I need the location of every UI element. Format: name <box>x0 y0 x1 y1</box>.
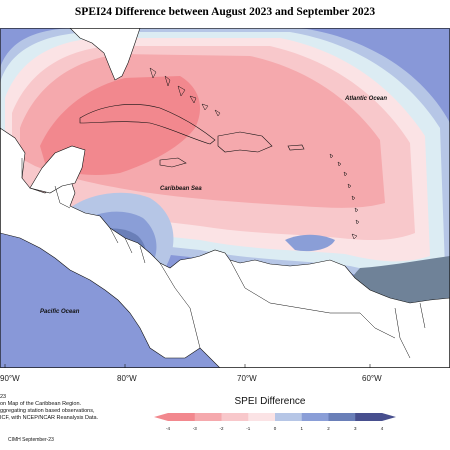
lon-label-90w: 90°W <box>0 374 20 383</box>
caribbean-map: Atlantic Ocean Caribbean Sea Pacific Oce… <box>0 28 450 368</box>
colorbar-segment <box>248 413 276 421</box>
colorbar-segment <box>275 413 303 421</box>
colorbar-segment <box>168 413 196 421</box>
colorbar-segment <box>221 413 249 421</box>
colorbar-segment <box>355 413 383 421</box>
land-hispaniola <box>217 131 273 153</box>
lon-label-60w: 60°W <box>362 374 382 383</box>
land-florida <box>69 28 141 81</box>
colorbar-segment <box>194 413 222 421</box>
legend-tick-label: -2 <box>219 426 224 431</box>
contour-venezuela-positive <box>285 234 335 252</box>
lon-label-80w: 80°W <box>117 374 137 383</box>
legend-tick-label: 3 <box>353 426 357 431</box>
land-bahamas <box>149 67 221 117</box>
legend-tick-label: 0 <box>273 426 277 431</box>
legend-title: SPEI Difference <box>234 396 306 407</box>
notes-line-0: 23 <box>0 394 7 400</box>
legend-colorbar <box>154 413 396 421</box>
legend-tick-label: -4 <box>165 426 170 431</box>
legend-tick-label: -3 <box>192 426 197 431</box>
credit-text: CIMH September-23 <box>8 437 54 443</box>
colorbar-left-arrow <box>154 413 168 421</box>
colorbar-segment <box>301 413 329 421</box>
legend-tick-label: -1 <box>246 426 251 431</box>
notes-line-3: ICF, with NCEP/NCAR Reanalysis Data. <box>0 415 99 421</box>
map-title: SPEI24 Difference between August 2023 an… <box>74 6 376 18</box>
colorbar-right-arrow <box>382 413 396 421</box>
land-mexico-central-america <box>0 127 450 368</box>
land-lesser-antilles <box>329 153 360 240</box>
caribbean-sea-label: Caribbean Sea <box>160 186 202 192</box>
atlantic-ocean-label: Atlantic Ocean <box>344 96 387 102</box>
colorbar-segment <box>328 413 356 421</box>
notes-line-2: ggregating station based observations, <box>0 408 95 414</box>
lon-label-70w: 70°W <box>237 374 257 383</box>
land-jamaica <box>159 157 187 168</box>
pacific-ocean-label: Pacific Ocean <box>40 309 80 315</box>
country-borders <box>21 158 426 359</box>
land-cuba <box>79 104 216 145</box>
map-notes: 23 on Map of the Caribbean Region. ggreg… <box>0 394 120 422</box>
land-puerto-rico <box>287 144 305 151</box>
notes-line-1: on Map of the Caribbean Region. <box>0 401 82 407</box>
legend-tick-label: 4 <box>380 426 384 431</box>
legend-tick-label: 2 <box>327 426 330 431</box>
legend-tick-label: 1 <box>300 426 303 431</box>
